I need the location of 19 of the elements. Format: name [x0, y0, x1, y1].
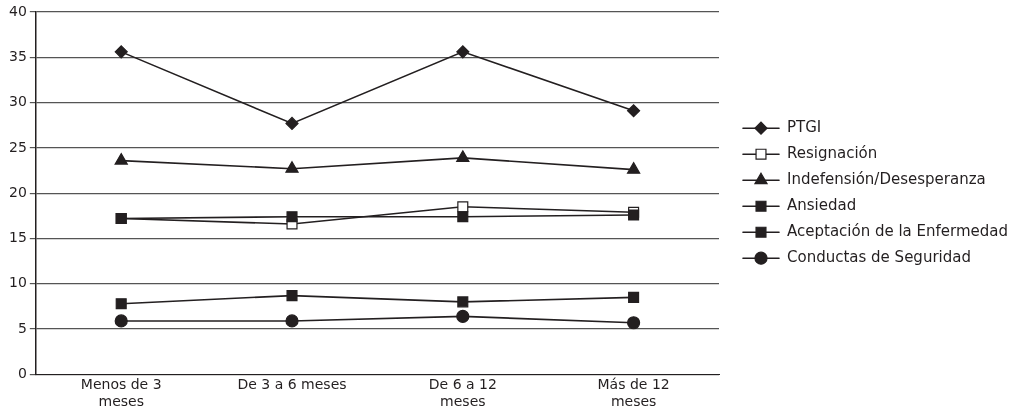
y-tick-label: 40: [8, 2, 27, 19]
y-tick-label: 15: [8, 229, 27, 246]
y-tick-label: 0: [17, 365, 27, 382]
x-tick-label: Menos de 3 meses: [80, 376, 162, 410]
y-tick-label: 30: [8, 93, 27, 110]
x-tick-label: De 3 a 6 meses: [237, 376, 347, 393]
y-tick-label: 25: [8, 138, 27, 155]
legend-label: PTGI: [787, 118, 822, 137]
legend-label: Aceptación de la Enfermedad: [787, 222, 1009, 241]
legend-label: Resignación: [787, 144, 878, 163]
y-tick-label: 5: [17, 319, 27, 336]
y-tick-label: 20: [8, 183, 27, 200]
y-tick-label: 35: [8, 47, 27, 64]
legend-label: Ansiedad: [787, 196, 857, 215]
x-tick-label: De 6 a 12 meses: [428, 376, 497, 410]
y-tick-label: 10: [8, 274, 27, 291]
legend-label: Conductas de Seguridad: [787, 248, 971, 267]
x-tick-label: Más de 12 meses: [597, 376, 670, 410]
legend-label: Indefensión/Desesperanza: [787, 170, 986, 189]
